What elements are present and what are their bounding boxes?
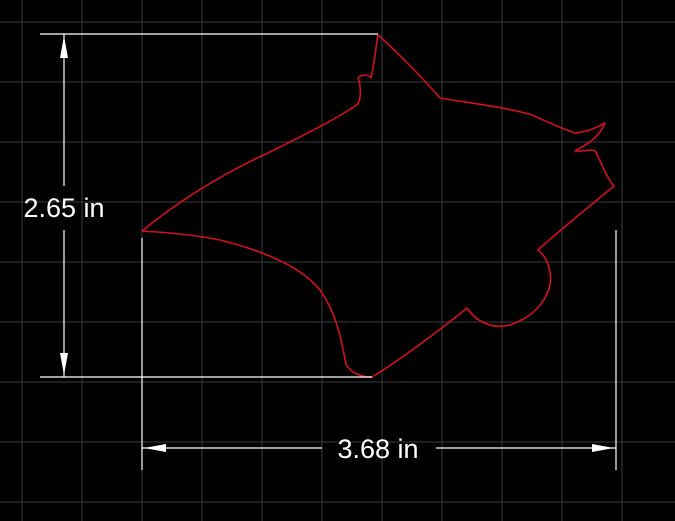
width-dimension[interactable]: [141, 230, 617, 470]
width-arrow-left: [144, 444, 166, 452]
width-dimension-label: 3.68 in: [337, 434, 418, 464]
horse-head-outline[interactable]: [141, 34, 615, 378]
width-arrow-right: [592, 444, 614, 452]
height-arrow-bottom: [60, 353, 68, 375]
height-arrow-top: [60, 36, 68, 58]
height-dimension-label: 2.65 in: [23, 193, 104, 223]
height-dimension[interactable]: [40, 33, 378, 378]
